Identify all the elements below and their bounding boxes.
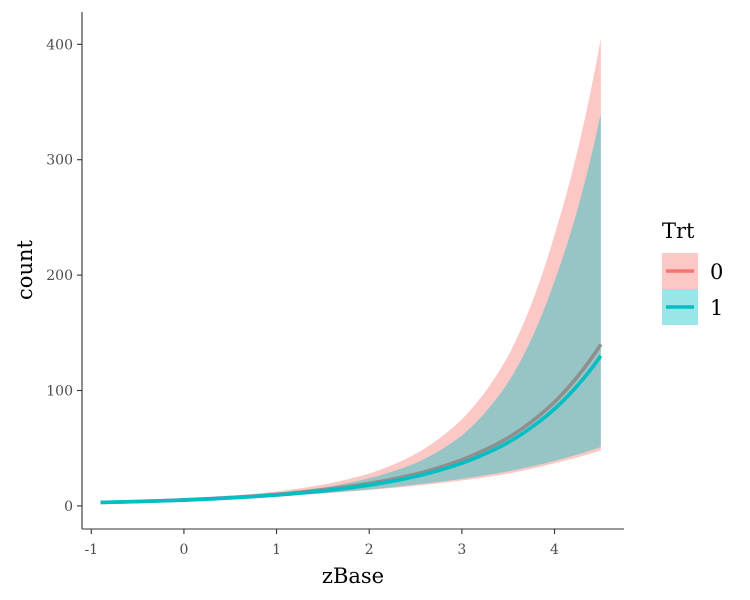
ribbon-trt-1 [100,113,601,503]
x-tick-label: -1 [84,542,98,558]
legend-title: Trt [662,219,695,243]
line-trt-1 [100,354,603,505]
y-tick-label: 400 [46,37,73,53]
y-tick-label: 300 [46,153,73,169]
legend-label-1: 1 [710,296,723,320]
x-tick-label: 1 [272,542,281,558]
y-tick-label: 100 [46,384,73,400]
y-tick-label: 200 [46,268,73,284]
x-tick-label: 2 [365,542,374,558]
legend-label-0: 0 [710,260,723,284]
x-axis-title: zBase [322,564,384,588]
x-tick-label: 4 [550,542,559,558]
ribbon-trt-0 [100,38,601,504]
x-tick-label: 0 [179,542,188,558]
ribbons [100,38,601,504]
legend: Trt 0 1 [662,219,723,325]
y-tick-label: 0 [64,499,73,515]
y-axis-ticks: 0 100 200 300 400 [46,37,82,515]
y-axis-title: count [13,239,37,299]
x-tick-label: 3 [457,542,466,558]
x-axis-ticks: -1 0 1 2 3 4 [84,529,559,558]
fitted-lines [100,343,603,505]
